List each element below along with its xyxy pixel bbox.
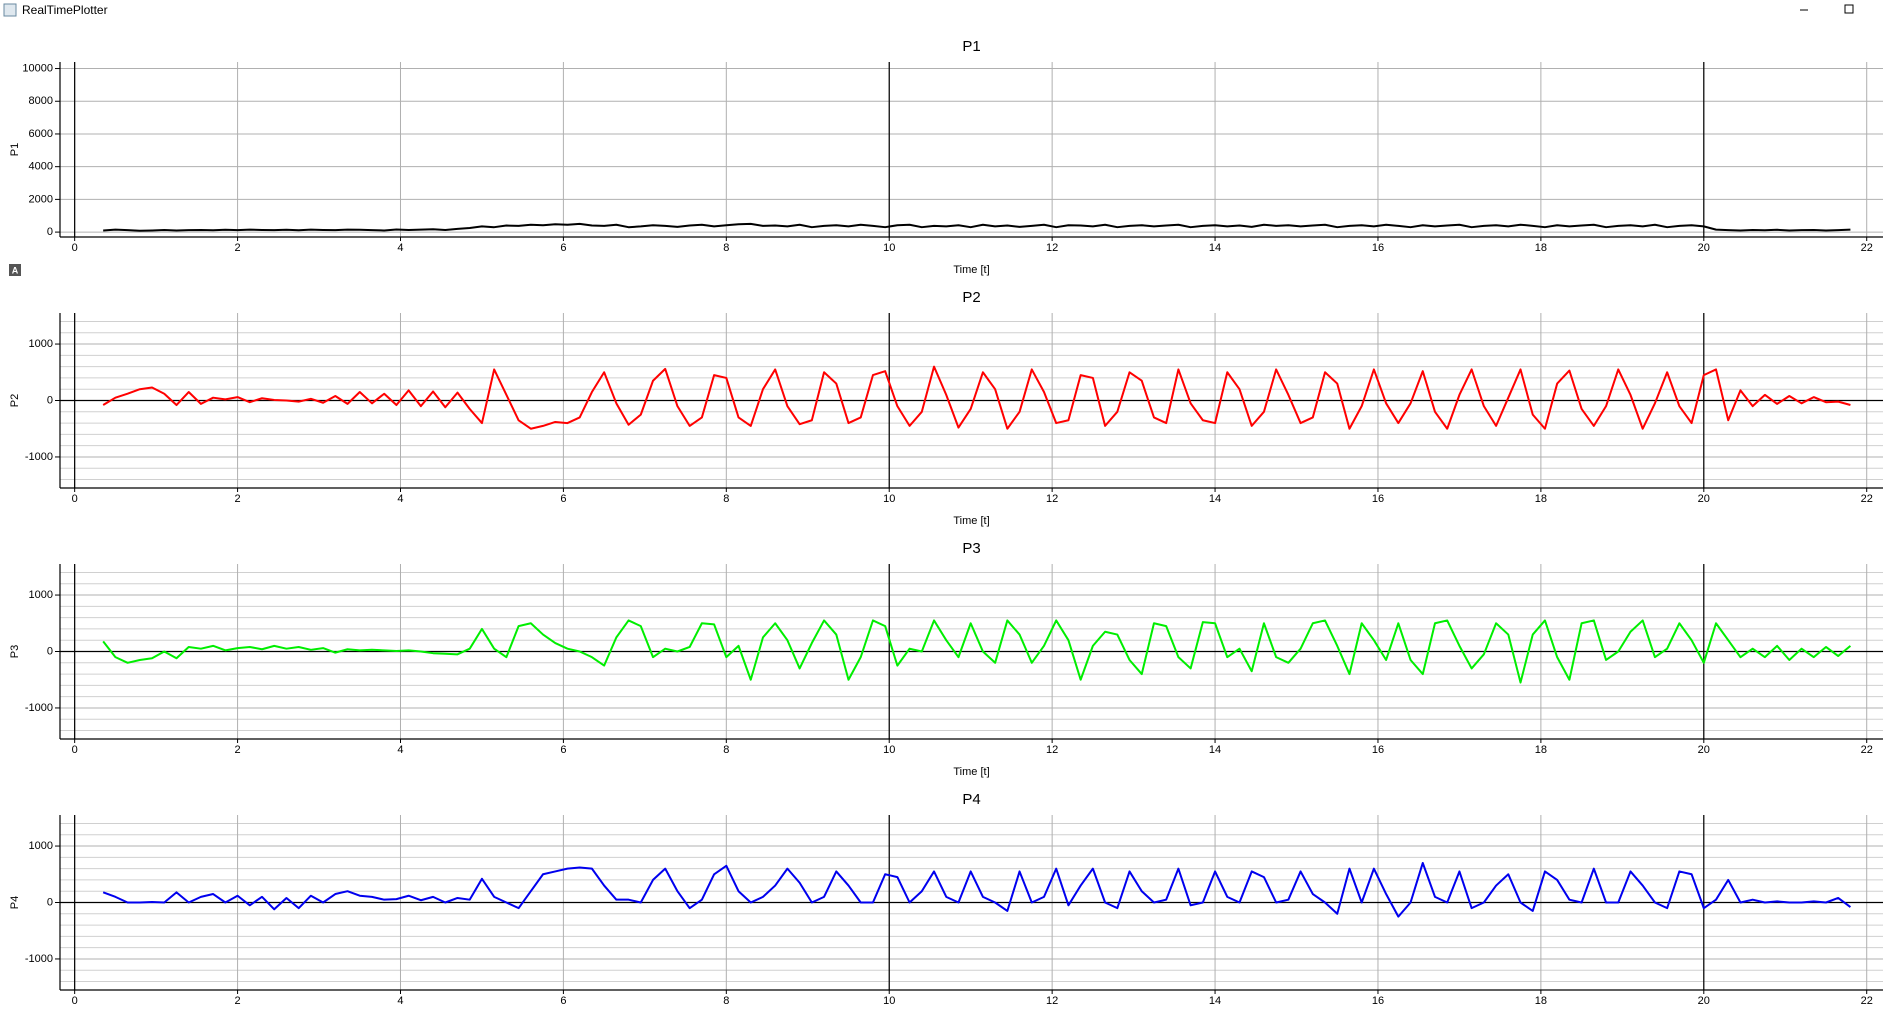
y-tick-label: 0 — [47, 394, 53, 406]
x-tick-label: 4 — [397, 995, 403, 1007]
x-tick-label: 22 — [1861, 242, 1873, 254]
x-tick-label: 18 — [1535, 744, 1547, 756]
panel-icon — [9, 264, 21, 276]
x-tick-label: 22 — [1861, 744, 1873, 756]
x-tick-label: 20 — [1698, 242, 1710, 254]
y-tick-label: 6000 — [29, 128, 53, 140]
data-line — [103, 222, 1851, 232]
x-tick-label: 6 — [560, 493, 566, 505]
y-tick-label: -1000 — [25, 702, 53, 714]
x-tick-label: 8 — [723, 995, 729, 1007]
restore-button[interactable] — [1844, 4, 1854, 14]
x-tick-label: 6 — [560, 995, 566, 1007]
chart-title: P4 — [962, 791, 980, 808]
x-tick-label: 18 — [1535, 493, 1547, 505]
x-tick-label: 12 — [1046, 744, 1058, 756]
x-tick-label: 8 — [723, 242, 729, 254]
x-tick-label: 10 — [883, 493, 895, 505]
chart-title: P3 — [962, 540, 980, 557]
x-tick-label: 22 — [1861, 493, 1873, 505]
y-axis-label: P3 — [9, 645, 21, 658]
y-tick-label: 1000 — [29, 338, 53, 350]
x-tick-label: 10 — [883, 744, 895, 756]
x-axis-label: Time [t] — [953, 766, 989, 778]
y-tick-label: 4000 — [29, 161, 53, 173]
x-tick-label: 2 — [235, 493, 241, 505]
x-tick-label: 20 — [1698, 493, 1710, 505]
app-icon — [3, 3, 17, 17]
title-bar — [0, 0, 1885, 22]
y-tick-label: 1000 — [29, 589, 53, 601]
x-tick-label: 0 — [72, 242, 78, 254]
x-tick-label: 16 — [1372, 995, 1384, 1007]
y-tick-label: 8000 — [29, 95, 53, 107]
panel-icon-label: A — [12, 265, 19, 275]
y-tick-label: 0 — [47, 226, 53, 238]
chart-title: P2 — [962, 289, 980, 306]
y-tick-label: 2000 — [29, 193, 53, 205]
x-tick-label: 14 — [1209, 242, 1221, 254]
x-axis-label: Time [t] — [953, 264, 989, 276]
x-tick-label: 18 — [1535, 995, 1547, 1007]
x-tick-label: 6 — [560, 242, 566, 254]
x-tick-label: 2 — [235, 995, 241, 1007]
data-line — [102, 861, 1852, 918]
y-tick-label: 10000 — [22, 62, 53, 74]
chart-title: P1 — [962, 38, 980, 55]
x-tick-label: 16 — [1372, 744, 1384, 756]
x-axis-label: Time [t] — [953, 515, 989, 527]
x-tick-label: 12 — [1046, 493, 1058, 505]
y-axis-label: P1 — [9, 143, 21, 156]
x-tick-label: 14 — [1209, 493, 1221, 505]
x-tick-label: 12 — [1046, 242, 1058, 254]
x-tick-label: 6 — [560, 744, 566, 756]
x-tick-label: 4 — [397, 242, 403, 254]
x-tick-label: 10 — [883, 995, 895, 1007]
y-tick-label: 0 — [47, 896, 53, 908]
x-tick-label: 10 — [883, 242, 895, 254]
y-axis-label: P2 — [9, 394, 21, 407]
x-tick-label: 22 — [1861, 995, 1873, 1007]
x-tick-label: 16 — [1372, 242, 1384, 254]
y-tick-label: 1000 — [29, 840, 53, 852]
x-tick-label: 4 — [397, 744, 403, 756]
y-tick-label: 0 — [47, 645, 53, 657]
x-tick-label: 12 — [1046, 995, 1058, 1007]
x-tick-label: 0 — [72, 493, 78, 505]
data-line — [102, 365, 1851, 430]
x-tick-label: 0 — [72, 744, 78, 756]
x-tick-label: 14 — [1209, 744, 1221, 756]
x-tick-label: 2 — [235, 242, 241, 254]
y-tick-label: -1000 — [25, 451, 53, 463]
x-tick-label: 20 — [1698, 995, 1710, 1007]
x-tick-label: 4 — [397, 493, 403, 505]
x-tick-label: 20 — [1698, 744, 1710, 756]
x-tick-label: 2 — [235, 744, 241, 756]
x-tick-label: 8 — [723, 744, 729, 756]
x-tick-label: 14 — [1209, 995, 1221, 1007]
x-tick-label: 18 — [1535, 242, 1547, 254]
x-tick-label: 0 — [72, 995, 78, 1007]
data-line — [102, 619, 1852, 684]
y-axis-label: P4 — [9, 896, 21, 909]
window-title: RealTimePlotter — [22, 3, 108, 17]
y-tick-label: -1000 — [25, 953, 53, 965]
x-tick-label: 16 — [1372, 493, 1384, 505]
x-tick-label: 8 — [723, 493, 729, 505]
